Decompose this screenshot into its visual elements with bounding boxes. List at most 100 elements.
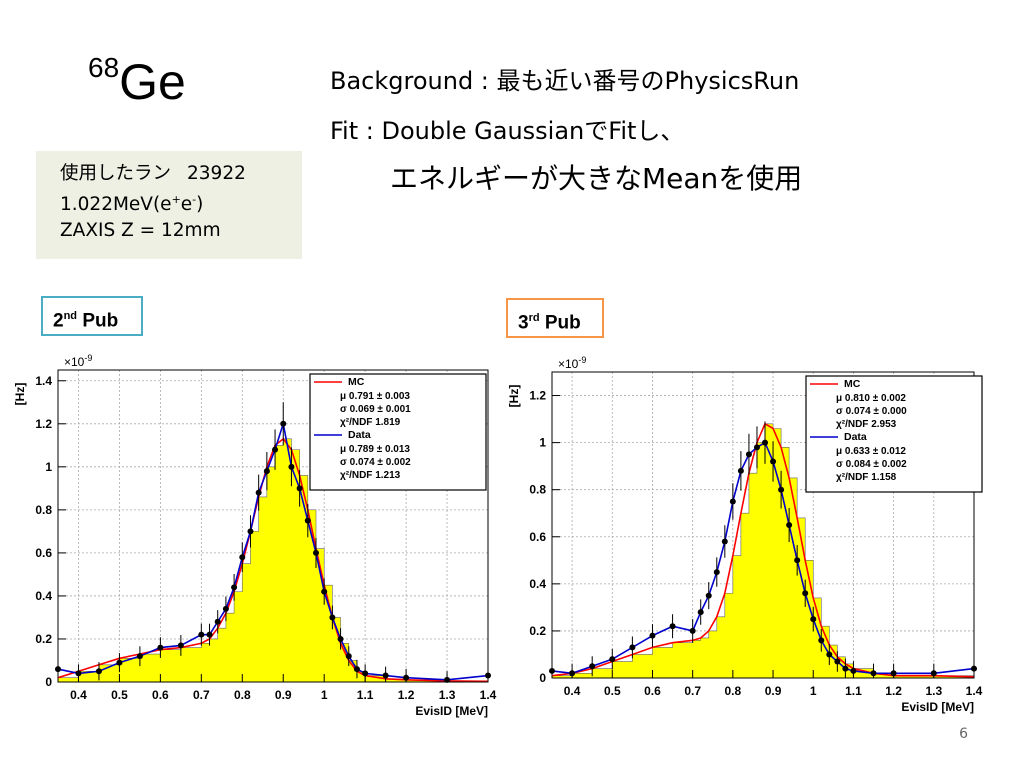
- data-point: [272, 446, 279, 453]
- data-point: [778, 486, 785, 493]
- legend-name: Data: [348, 429, 371, 441]
- y-tick-label: 0: [45, 675, 52, 689]
- legend-stat: σ 0.069 ± 0.001: [340, 404, 411, 415]
- x-tick-label: 0.4: [70, 688, 87, 702]
- data-point: [206, 631, 213, 638]
- data-point: [157, 644, 164, 651]
- pub2-word: Pub: [82, 310, 119, 332]
- x-tick-label: 1.1: [357, 688, 374, 702]
- data-point: [304, 517, 311, 524]
- legend-stat: χ²/NDF 1.158: [836, 472, 897, 483]
- x-tick-label: 0.7: [193, 688, 210, 702]
- y-tick-label: 0.6: [529, 530, 546, 544]
- data-point: [231, 584, 238, 591]
- legend-stat: μ 0.789 ± 0.013: [340, 444, 410, 455]
- y-axis-label: [Hz]: [507, 385, 521, 408]
- data-point: [116, 659, 123, 666]
- run-info-run: 使用したラン 23922: [60, 161, 302, 187]
- x-tick-label: 1: [321, 688, 328, 702]
- title-isotope-mass: 68: [88, 52, 120, 83]
- legend-name: MC: [844, 378, 861, 390]
- x-tick-label: 1.4: [966, 684, 983, 698]
- x-tick-label: 1.4: [480, 688, 497, 702]
- legend-name: MC: [348, 376, 365, 388]
- data-point: [689, 627, 696, 634]
- x-tick-label: 0.5: [111, 688, 128, 702]
- legend-name: Data: [844, 431, 867, 443]
- x-tick-label: 0.8: [725, 684, 742, 698]
- data-point: [713, 569, 720, 576]
- data-point: [382, 672, 389, 679]
- x-tick-label: 0.9: [275, 688, 292, 702]
- chart-3rd-pub: 0.4 0.5 0.6 0.7 0.8 0.9 1 1.1 1.2 1.3 1.4 0 0.2 0.4 0.…: [507, 355, 983, 714]
- data-point: [214, 618, 221, 625]
- y-tick-label: 0: [539, 671, 546, 685]
- x-tick-label: 1.2: [885, 684, 902, 698]
- energy-prefix: 1.022MeV(e: [60, 194, 172, 216]
- data-point: [721, 538, 728, 545]
- legend-stat: χ²/NDF 2.953: [836, 419, 897, 430]
- x-tick-label: 0.5: [604, 684, 621, 698]
- x-tick-label: 0.4: [564, 684, 581, 698]
- data-point: [280, 420, 287, 427]
- data-point: [818, 637, 825, 644]
- y-tick-label: 0.6: [35, 546, 52, 560]
- legend-box: [805, 375, 983, 493]
- data-point: [198, 631, 205, 638]
- x-tick-label: 0.7: [684, 684, 701, 698]
- data-point: [629, 644, 636, 651]
- legend-stat: μ 0.810 ± 0.002: [836, 393, 906, 404]
- y-tick-label: 1.2: [529, 389, 546, 403]
- pub3-number: 3: [518, 312, 529, 334]
- data-point: [362, 670, 369, 677]
- data-point: [589, 663, 596, 670]
- page-number: 6: [959, 726, 968, 742]
- data-point: [329, 614, 336, 621]
- data-point: [288, 463, 295, 470]
- energy-mean-line: エネルギーが大きなMeanを使用: [390, 162, 803, 195]
- run-number: 23922: [187, 163, 246, 184]
- data-point: [753, 444, 760, 451]
- y-tick-label: 1.4: [35, 374, 52, 388]
- plot-frame: [551, 371, 975, 679]
- legend-stat: μ 0.791 ± 0.003: [340, 391, 410, 402]
- plot-frame: [57, 369, 489, 683]
- legend-stat: χ²/NDF 1.819: [340, 417, 401, 428]
- pub2-number: 2: [53, 310, 64, 332]
- energy-suffix: ): [196, 194, 204, 216]
- data-point: [247, 528, 254, 535]
- data-point: [786, 522, 793, 528]
- y-tick-label: 1.2: [35, 417, 52, 431]
- data-point: [705, 592, 712, 599]
- data-point: [345, 653, 352, 660]
- data-point: [802, 590, 809, 597]
- data-point: [870, 670, 877, 677]
- x-tick-label: 1.3: [925, 684, 942, 698]
- data-point: [737, 467, 744, 474]
- data-point: [239, 554, 246, 561]
- data-point: [222, 605, 229, 612]
- y-tick-label: 0.2: [35, 632, 52, 646]
- data-point: [353, 666, 360, 673]
- data-point: [609, 656, 616, 663]
- legend-stat: μ 0.633 ± 0.012: [836, 446, 906, 457]
- title-element: Ge: [119, 54, 186, 110]
- y-tick-label: 1: [539, 436, 546, 450]
- data-point: [794, 557, 801, 564]
- data-point: [95, 668, 102, 675]
- data-point: [321, 588, 328, 595]
- data-point: [255, 489, 262, 496]
- data-point: [337, 635, 344, 642]
- data-point: [762, 439, 769, 446]
- x-tick-label: 0.9: [765, 684, 782, 698]
- energy-minus: -: [192, 193, 197, 206]
- data-point: [649, 632, 656, 639]
- data-point: [745, 451, 752, 458]
- data-point: [296, 485, 303, 492]
- y-tick-label: 0.4: [529, 577, 546, 591]
- data-point: [669, 623, 676, 630]
- data-point: [770, 458, 777, 465]
- legend-stat: σ 0.084 ± 0.002: [836, 459, 907, 470]
- legend-stat: σ 0.074 ± 0.002: [340, 457, 411, 468]
- legend-stat: χ²/NDF 1.213: [340, 470, 401, 481]
